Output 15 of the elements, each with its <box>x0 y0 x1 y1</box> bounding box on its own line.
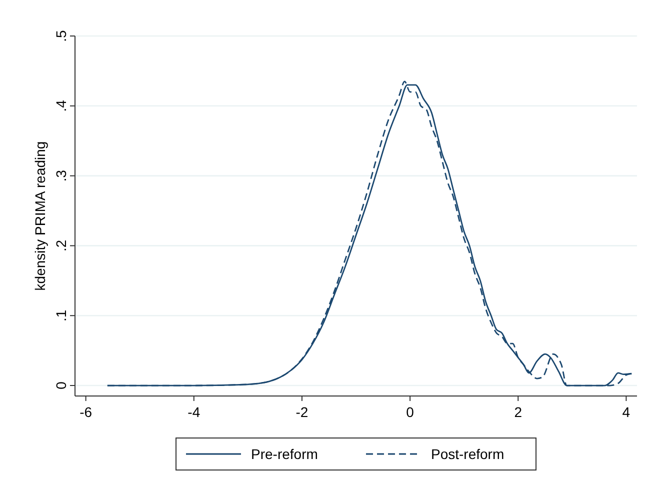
y-tick-label: .5 <box>53 30 69 42</box>
y-tick-label: .4 <box>53 100 69 112</box>
x-tick-label: 4 <box>622 404 630 420</box>
x-tick-label: 2 <box>514 404 522 420</box>
x-tick-label: -6 <box>80 404 92 420</box>
y-tick-label: .2 <box>53 240 69 252</box>
y-tick-label: 0 <box>53 381 69 390</box>
legend-label: Post-reform <box>431 446 504 462</box>
x-tick-label: -4 <box>188 404 200 420</box>
x-tick-label: 0 <box>406 404 414 420</box>
x-tick-label: -2 <box>296 404 308 420</box>
y-tick-label: .1 <box>53 310 69 322</box>
y-axis-title: kdensity PRIMA reading <box>32 141 48 291</box>
legend-label: Pre-reform <box>251 446 318 462</box>
y-tick-label: .3 <box>53 170 69 182</box>
